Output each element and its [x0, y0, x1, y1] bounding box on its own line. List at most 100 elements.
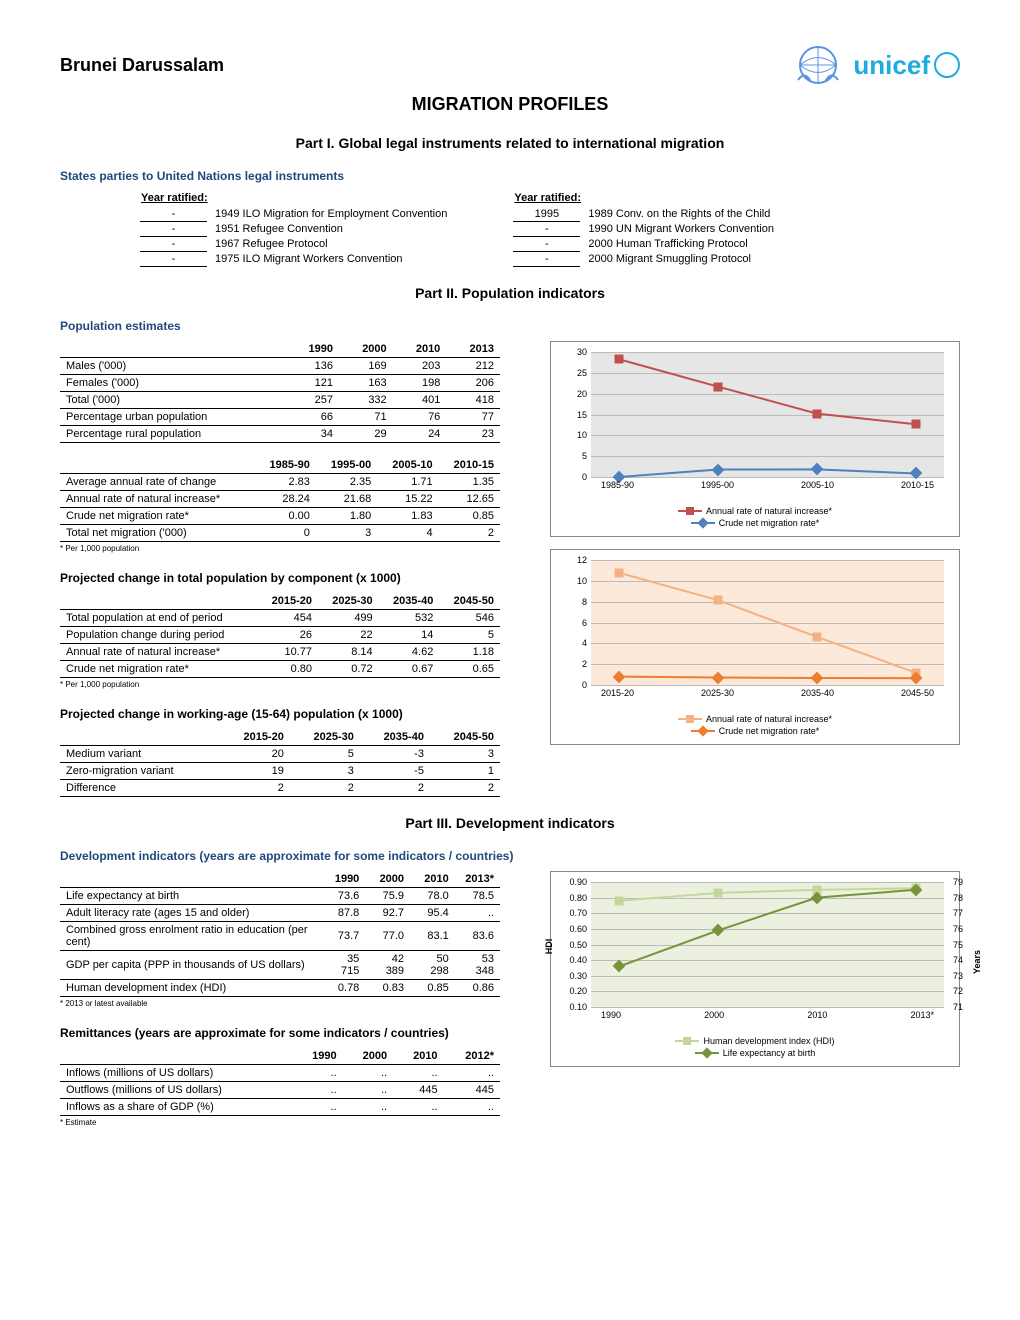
year-ratified-header: Year ratified: [513, 191, 780, 207]
col-header: 2010 [393, 341, 447, 358]
unicef-logo: unicef [853, 50, 960, 81]
col-header: 2010 [410, 871, 455, 888]
instrument-year: - [140, 252, 207, 267]
cell: 1.18 [439, 644, 500, 661]
cell: 5 [290, 746, 360, 763]
cell: 15.22 [377, 491, 438, 508]
data-marker [714, 888, 723, 897]
cell: 83.6 [455, 922, 500, 951]
cell: 1.80 [316, 508, 377, 525]
legend-label: Life expectancy at birth [723, 1048, 816, 1058]
proj-total-table: 2015-202025-302035-402045-50Total popula… [60, 593, 500, 678]
cell: 5 [439, 627, 500, 644]
part3-title: Part III. Development indicators [60, 815, 960, 831]
row-label: Population change during period [60, 627, 257, 644]
col-header: 2015-20 [220, 729, 290, 746]
col-header: 2013 [446, 341, 500, 358]
y-axis: 024681012 [561, 560, 589, 685]
instruments-right: Year ratified: 19951989 Conv. on the Rig… [513, 191, 780, 267]
rates-table: 1985-901995-002005-102010-15Average annu… [60, 457, 500, 542]
chart2: 0246810122015-202025-302035-402045-50 Ann… [550, 549, 960, 745]
col-header: 2000 [339, 341, 393, 358]
cell: 35 715 [321, 951, 366, 980]
cell: 445 [393, 1082, 443, 1099]
instrument-name: 1949 ILO Migration for Employment Conven… [207, 207, 453, 222]
y-axis-2-label: Years [972, 950, 982, 974]
legend-label: Human development index (HDI) [703, 1036, 834, 1046]
cell: 136 [285, 358, 339, 375]
instrument-year: - [513, 222, 580, 237]
cell: 332 [339, 392, 393, 409]
chart-lines [591, 882, 944, 1007]
col-header: 2025-30 [318, 593, 379, 610]
cell: 0.80 [257, 661, 318, 678]
cell: 66 [285, 409, 339, 426]
cell: 2 [220, 780, 290, 797]
remit-table: 1990200020102012*Inflows (millions of US… [60, 1048, 500, 1116]
row-label: Zero-migration variant [60, 763, 220, 780]
data-marker [615, 355, 624, 364]
dev-table: 1990200020102013*Life expectancy at birt… [60, 871, 500, 997]
logos: unicef [793, 40, 960, 90]
data-marker [911, 420, 920, 429]
row-label: Inflows as a share of GDP (%) [60, 1099, 292, 1116]
x-tick: 1990 [601, 1010, 621, 1032]
cell: 26 [257, 627, 318, 644]
x-axis: 2015-202025-302035-402045-50 [591, 684, 944, 710]
cell: 92.7 [365, 905, 410, 922]
cell: 77.0 [365, 922, 410, 951]
plot-area [591, 882, 944, 1007]
cell: 21.68 [316, 491, 377, 508]
x-axis: 1990200020102013* [591, 1006, 944, 1032]
row-label: Average annual rate of change [60, 474, 255, 491]
cell: 418 [446, 392, 500, 409]
data-marker [812, 409, 821, 418]
cell: 10.77 [257, 644, 318, 661]
cell: 3 [316, 525, 377, 542]
plot-area [591, 560, 944, 685]
cell: 87.8 [321, 905, 366, 922]
cell: .. [393, 1099, 443, 1116]
cell: 0.83 [365, 980, 410, 997]
row-label: Human development index (HDI) [60, 980, 321, 997]
part1-section: States parties to United Nations legal i… [60, 169, 960, 183]
x-tick: 1995-00 [701, 480, 734, 502]
part2-title: Part II. Population indicators [60, 285, 960, 301]
instrument-year: - [513, 252, 580, 267]
cell: .. [292, 1065, 342, 1082]
cell: 2 [430, 780, 500, 797]
y-axis: 0.100.200.300.400.500.600.700.800.90 [561, 882, 589, 1007]
cell: 19 [220, 763, 290, 780]
cell: 532 [379, 610, 440, 627]
col-header: 1985-90 [255, 457, 316, 474]
cell: 401 [393, 392, 447, 409]
header: Brunei Darussalam unicef [60, 40, 960, 90]
cell: .. [343, 1099, 393, 1116]
cell: 8.14 [318, 644, 379, 661]
col-header: 2005-10 [377, 457, 438, 474]
y-axis-2: 717273747576777879 [951, 882, 971, 1007]
col-header: 2013* [455, 871, 500, 888]
cell: 78.0 [410, 888, 455, 905]
rates-footnote: * Per 1,000 population [60, 544, 510, 553]
remit-section: Remittances (years are approximate for s… [60, 1026, 510, 1040]
cell: .. [292, 1082, 342, 1099]
cell: .. [343, 1065, 393, 1082]
legend-label: Annual rate of natural increase* [706, 714, 832, 724]
cell: 169 [339, 358, 393, 375]
row-label: Percentage urban population [60, 409, 285, 426]
cell: 2 [439, 525, 500, 542]
col-header: 2000 [343, 1048, 393, 1065]
chart1: 0510152025301985-901995-002005-102010-15… [550, 341, 960, 537]
chart3: HDI0.100.200.300.400.500.600.700.800.907… [550, 871, 960, 1067]
x-tick: 2015-20 [601, 688, 634, 710]
row-label: Difference [60, 780, 220, 797]
col-header: 1995-00 [316, 457, 377, 474]
cell: 77 [446, 409, 500, 426]
cell: -3 [360, 746, 430, 763]
data-marker [615, 568, 624, 577]
instrument-name: 2000 Migrant Smuggling Protocol [580, 252, 780, 267]
cell: 3 [430, 746, 500, 763]
instruments-left: Year ratified: -1949 ILO Migration for E… [140, 191, 453, 267]
instrument-name: 1967 Refugee Protocol [207, 237, 453, 252]
